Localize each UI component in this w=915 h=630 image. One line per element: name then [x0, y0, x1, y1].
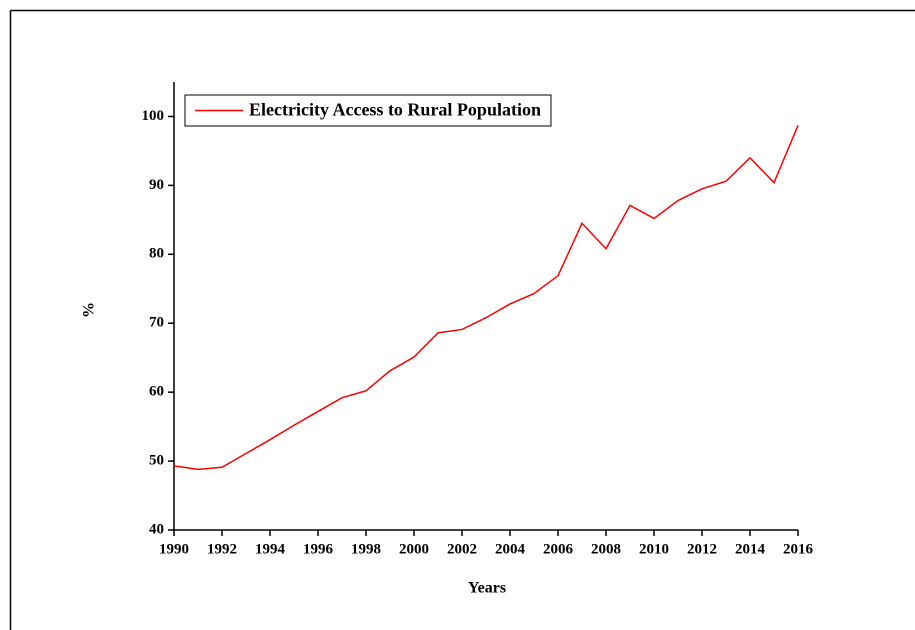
- x-tick-label: 1990: [159, 541, 189, 557]
- x-tick-label: 2000: [399, 541, 429, 557]
- y-tick-label: 70: [149, 315, 164, 331]
- x-tick-label: 2016: [783, 541, 814, 557]
- x-axis-title: Years: [468, 580, 506, 597]
- y-tick-label: 50: [149, 453, 164, 469]
- x-tick-label: 2006: [543, 541, 574, 557]
- y-tick-label: 100: [142, 108, 165, 124]
- x-tick-label: 1992: [207, 541, 237, 557]
- y-tick-label: 60: [149, 384, 164, 400]
- x-tick-label: 1994: [255, 541, 286, 557]
- x-tick-label: 2002: [447, 541, 477, 557]
- x-tick-label: 2004: [495, 541, 526, 557]
- legend-label: Electricity Access to Rural Population: [249, 100, 541, 120]
- x-tick-label: 1998: [351, 541, 381, 557]
- x-tick-label: 1996: [303, 541, 334, 557]
- y-tick-label: 80: [149, 246, 164, 262]
- data-line: [173, 125, 799, 471]
- y-axis-title: %: [81, 302, 98, 318]
- legend-box: [184, 94, 552, 127]
- x-tick-label: 2008: [591, 541, 621, 557]
- x-tick-label: 2010: [639, 541, 669, 557]
- x-tick-label: 2014: [735, 541, 766, 557]
- x-tick-label: 2012: [687, 541, 717, 557]
- y-tick-label: 40: [149, 521, 164, 537]
- y-tick-label: 90: [149, 177, 164, 193]
